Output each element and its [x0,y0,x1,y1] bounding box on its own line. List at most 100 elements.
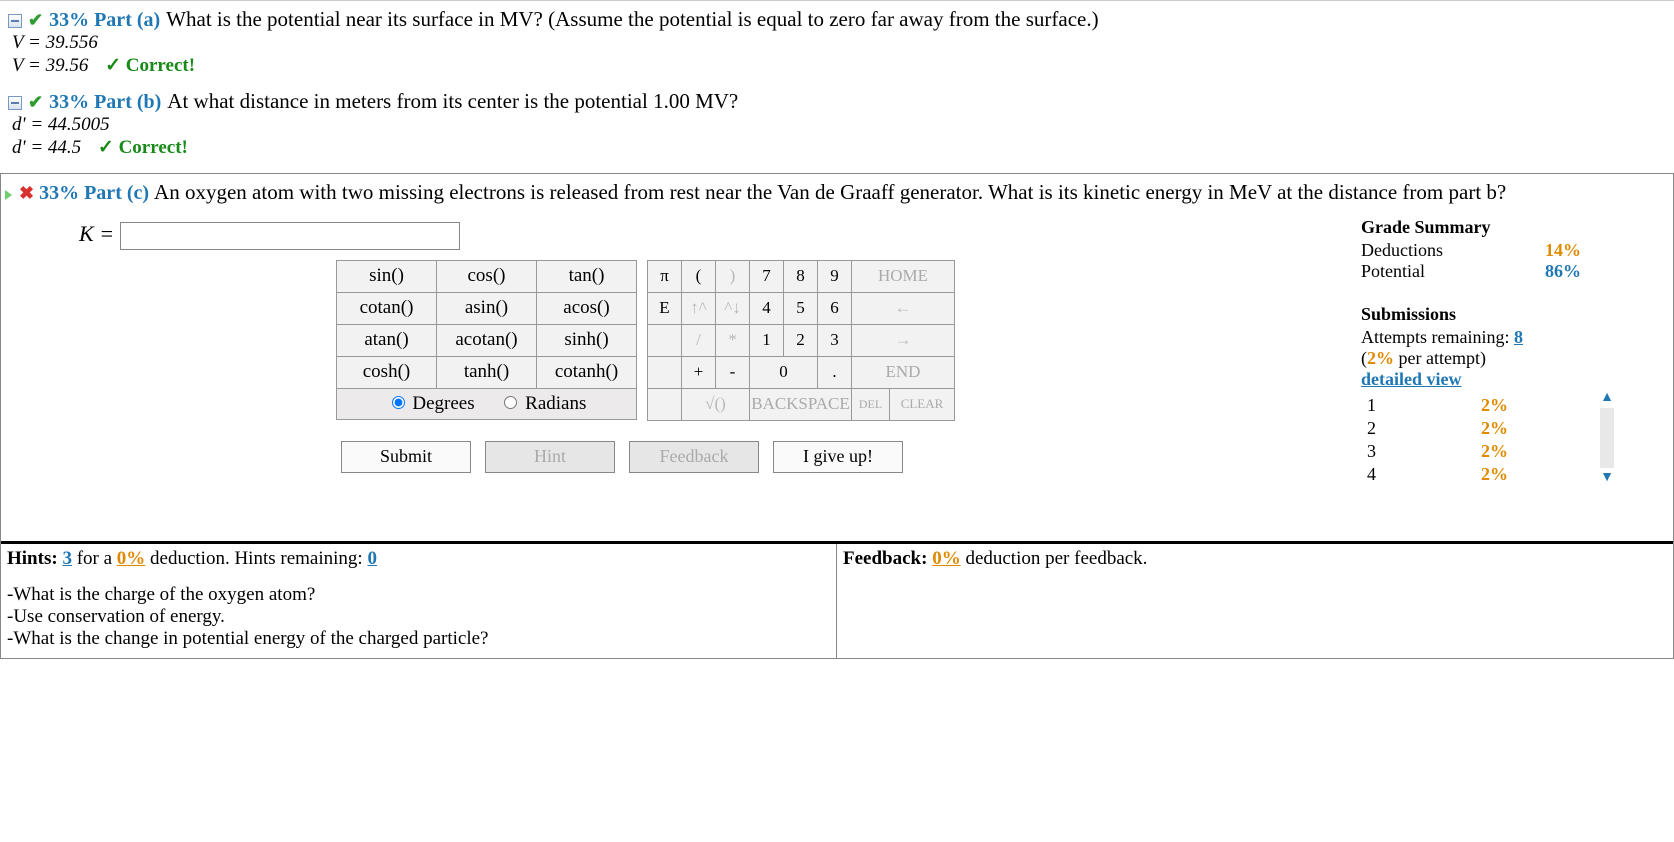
key-e[interactable]: E [648,292,682,324]
giveup-button[interactable]: I give up! [773,441,903,473]
key-blank2 [648,356,682,388]
part-a-label: 33% Part (a) [49,9,160,32]
fn-tanh[interactable]: tanh() [437,356,537,388]
expand-icon[interactable] [5,190,12,200]
deductions-label: Deductions [1361,240,1443,261]
part-a-attempt-2: V = 39.56 Correct! [8,54,1666,77]
key-sup[interactable]: ↑^ [682,292,716,324]
key-del[interactable]: DEL [852,389,890,420]
fn-atan[interactable]: atan() [337,324,437,356]
key-0[interactable]: 0 [750,356,818,388]
part-c-question: An oxygen atom with two missing electron… [154,180,1506,204]
hint-item: Use conservation of energy. [7,606,830,628]
part-b-label: 33% Part (b) [49,91,161,114]
check-icon: ✔ [28,10,43,31]
part-a: ✔ 33% Part (a) What is the potential nea… [0,3,1674,85]
fn-cotanh[interactable]: cotanh() [537,356,637,388]
submissions-title: Submissions [1361,304,1661,325]
correct-badge: Correct! [98,137,188,158]
submit-button[interactable]: Submit [341,441,471,473]
potential-label: Potential [1361,261,1425,282]
hints-feedback-panel: Hints: 3 for a 0% deduction. Hints remai… [1,541,1673,658]
summary-title: Grade Summary [1361,217,1661,238]
fn-acos[interactable]: acos() [537,292,637,324]
collapse-icon[interactable] [8,14,22,28]
fn-cosh[interactable]: cosh() [337,356,437,388]
key-right[interactable]: → [852,324,955,356]
key-minus[interactable]: - [716,356,750,388]
attempts-scrollbar[interactable]: ▲ ▼ [1597,390,1617,486]
key-pi[interactable]: π [648,260,682,292]
deductions-value: 14% [1545,240,1581,261]
potential-value: 86% [1545,261,1581,282]
fn-tan[interactable]: tan() [537,260,637,292]
hint-button[interactable]: Hint [485,441,615,473]
hint-item: What is the change in potential energy o… [7,628,830,650]
attempt-row: 22% [1361,417,1591,440]
key-4[interactable]: 4 [750,292,784,324]
correct-badge: Correct! [105,55,195,76]
hint-list: What is the charge of the oxygen atom? U… [7,584,830,650]
attempt-row: 42% [1361,463,1591,486]
hints-panel: Hints: 3 for a 0% deduction. Hints remai… [1,544,837,658]
angle-mode: Degrees Radians [336,389,637,420]
key-3[interactable]: 3 [818,324,852,356]
key-7[interactable]: 7 [750,260,784,292]
part-c: ✖ 33% Part (c) An oxygen atom with two m… [0,173,1674,659]
part-b-question: At what distance in meters from its cent… [167,89,738,114]
radio-radians[interactable]: Radians [499,393,586,414]
part-c-label: 33% Part (c) [39,182,154,204]
key-sub[interactable]: ^↓ [716,292,750,324]
feedback-button[interactable]: Feedback [629,441,759,473]
attempts-remaining: Attempts remaining: 8 [1361,327,1661,348]
attempt-row: 32% [1361,440,1591,463]
fn-cotan[interactable]: cotan() [337,292,437,324]
fn-sinh[interactable]: sinh() [537,324,637,356]
key-9[interactable]: 9 [818,260,852,292]
key-dot[interactable]: . [818,356,852,388]
key-2[interactable]: 2 [784,324,818,356]
collapse-icon[interactable] [8,96,22,110]
key-div[interactable]: / [682,324,716,356]
key-backspace[interactable]: BACKSPACE [750,388,852,420]
answer-variable: K = [79,221,120,246]
numeric-keypad: π ( ) 7 8 9 HOME E ↑^ ^↓ 4 5 6 [647,260,955,421]
part-b: ✔ 33% Part (b) At what distance in meter… [0,85,1674,167]
part-a-question: What is the potential near its surface i… [166,7,1098,32]
fn-cos[interactable]: cos() [437,260,537,292]
key-sqrt[interactable]: √() [682,388,750,420]
incorrect-icon: ✖ [19,183,34,203]
attempts-cost: (2% per attempt) [1361,348,1661,369]
scroll-down-icon[interactable]: ▼ [1597,470,1617,486]
key-clear[interactable]: CLEAR [890,389,954,420]
radio-degrees[interactable]: Degrees [387,393,475,414]
key-plus[interactable]: + [682,356,716,388]
part-a-attempt-1: V = 39.556 [8,32,1666,54]
fn-asin[interactable]: asin() [437,292,537,324]
key-rparen[interactable]: ) [716,260,750,292]
attempt-row: 12% [1361,394,1591,417]
key-lparen[interactable]: ( [682,260,716,292]
attempts-list: 12% 22% 32% 42% [1361,394,1591,486]
key-6[interactable]: 6 [818,292,852,324]
fn-acotan[interactable]: acotan() [437,324,537,356]
part-b-attempt-1: d' = 44.5005 [8,114,1666,136]
detailed-view-link[interactable]: detailed view [1361,369,1661,390]
fn-sin[interactable]: sin() [337,260,437,292]
answer-input[interactable] [120,222,460,250]
check-icon: ✔ [28,92,43,113]
key-mul[interactable]: * [716,324,750,356]
key-left[interactable]: ← [852,292,955,324]
key-blank1 [648,324,682,356]
key-end[interactable]: END [852,356,955,388]
feedback-panel: Feedback: 0% deduction per feedback. [837,544,1673,658]
key-blank3 [648,388,682,420]
grade-summary: Grade Summary Deductions 14% Potential 8… [1361,217,1661,486]
hint-item: What is the charge of the oxygen atom? [7,584,830,606]
key-5[interactable]: 5 [784,292,818,324]
key-home[interactable]: HOME [852,260,955,292]
key-8[interactable]: 8 [784,260,818,292]
scroll-up-icon[interactable]: ▲ [1597,390,1617,406]
key-1[interactable]: 1 [750,324,784,356]
function-keypad: sin() cos() tan() cotan() asin() acos() … [336,260,637,420]
